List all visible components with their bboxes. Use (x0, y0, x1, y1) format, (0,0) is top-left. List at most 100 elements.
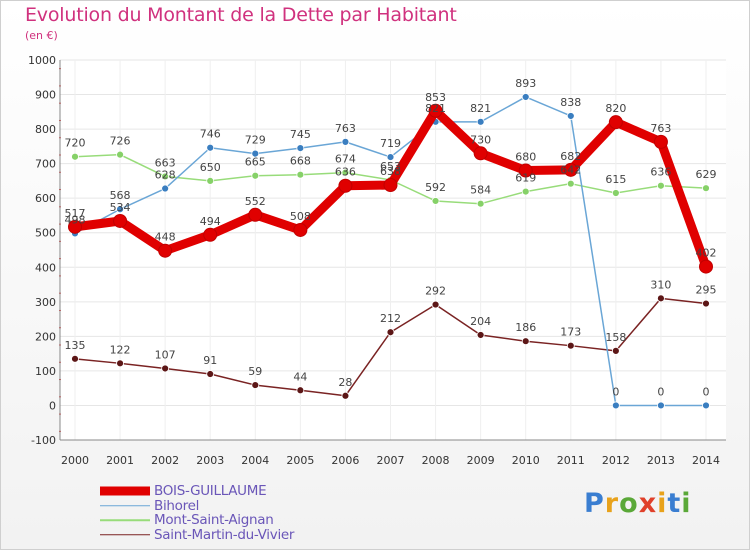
y-tick-label: 0 (49, 399, 56, 412)
data-point (341, 137, 350, 146)
chart-subtitle: (en €) (25, 29, 58, 42)
x-tick-label: 2002 (151, 454, 179, 467)
x-tick-label: 2012 (602, 454, 630, 467)
data-label: 628 (155, 169, 176, 182)
data-label: 636 (650, 166, 671, 179)
data-point (116, 150, 124, 159)
data-label: 668 (290, 155, 311, 168)
data-point (116, 205, 124, 214)
data-point (338, 178, 353, 193)
logo-letter: P (584, 488, 605, 519)
data-label: 310 (650, 278, 671, 291)
data-label: 135 (65, 339, 86, 352)
data-label: 629 (696, 168, 717, 181)
legend-item: Mont-Saint-Aignan (100, 513, 420, 528)
data-point (476, 331, 485, 339)
data-label: 534 (110, 201, 131, 214)
legend-item: BOIS-GUILLAUME (100, 484, 420, 499)
x-tick-label: 2010 (512, 454, 540, 467)
data-point (341, 391, 350, 400)
chart-legend: BOIS-GUILLAUME Bihorel Mont-Saint-Aignan… (100, 484, 420, 542)
data-point (611, 189, 620, 197)
data-point (653, 134, 668, 149)
x-tick-label: 2007 (377, 454, 405, 467)
data-point (248, 207, 263, 222)
y-tick-label: 900 (35, 89, 56, 102)
data-point (161, 364, 170, 373)
data-label: 653 (380, 160, 401, 173)
x-tick-label: 2009 (467, 454, 495, 467)
logo-letter: o (619, 488, 639, 519)
data-point (71, 354, 79, 363)
data-label: 680 (515, 151, 536, 164)
data-point (566, 179, 575, 188)
data-label: 44 (293, 370, 307, 383)
data-label: 508 (290, 210, 311, 223)
data-point (521, 93, 530, 101)
x-tick-label: 2014 (692, 454, 720, 467)
data-label: 619 (515, 172, 536, 185)
data-point (702, 299, 710, 308)
y-tick-label: 600 (35, 192, 56, 205)
data-label: 0 (612, 385, 619, 398)
data-label: 0 (703, 385, 710, 398)
data-point (518, 163, 533, 178)
data-label: 615 (605, 173, 626, 186)
data-point (521, 337, 530, 346)
data-label: 517 (65, 207, 86, 220)
data-label: 204 (470, 315, 491, 328)
data-point (116, 359, 124, 368)
x-tick-label: 2003 (196, 454, 224, 467)
data-point (251, 381, 260, 389)
data-label: 173 (560, 326, 581, 339)
data-label: 552 (245, 195, 266, 208)
legend-item: Saint-Martin-du-Vivier (100, 527, 420, 543)
data-point (657, 401, 665, 410)
data-point (161, 172, 170, 181)
data-point (476, 117, 485, 126)
data-point (611, 346, 620, 355)
data-point (113, 213, 128, 228)
data-point (383, 178, 398, 193)
data-point (296, 144, 305, 152)
data-label: 107 (155, 348, 176, 361)
x-tick-label: 2008 (422, 454, 450, 467)
data-label: 820 (605, 102, 626, 115)
data-label: 682 (560, 150, 581, 163)
legend-label: Bihorel (154, 497, 200, 514)
data-point (203, 227, 218, 242)
y-tick-label: 800 (35, 123, 56, 136)
x-tick-label: 2000 (61, 454, 89, 467)
data-label: 448 (155, 231, 176, 244)
data-label: 893 (515, 77, 536, 90)
legend-swatch (100, 534, 150, 536)
data-label: 719 (380, 137, 401, 150)
data-label: 663 (155, 156, 176, 169)
data-label: 638 (380, 165, 401, 178)
data-label: 91 (203, 354, 217, 367)
data-point (296, 170, 305, 179)
data-point (251, 171, 260, 180)
data-label: 28 (338, 376, 352, 389)
data-point (161, 184, 170, 193)
data-label: 729 (245, 134, 266, 147)
legend-swatch (100, 486, 150, 496)
data-point (657, 181, 665, 190)
data-label: 746 (200, 128, 221, 141)
data-label: 642 (560, 164, 581, 177)
y-tick-label: -100 (31, 434, 56, 447)
data-point (657, 294, 665, 303)
data-point (206, 370, 215, 378)
data-label: 720 (65, 137, 86, 150)
data-point (702, 401, 710, 410)
data-label: 726 (110, 135, 131, 148)
y-tick-label: 1000 (28, 54, 56, 67)
y-tick-label: 100 (35, 365, 56, 378)
chart-title: Evolution du Montant de la Dette par Hab… (25, 4, 457, 26)
data-point (476, 199, 485, 208)
data-label: 821 (470, 102, 491, 115)
x-tick-label: 2004 (241, 454, 269, 467)
data-point (386, 328, 395, 337)
data-label: 745 (290, 128, 311, 141)
